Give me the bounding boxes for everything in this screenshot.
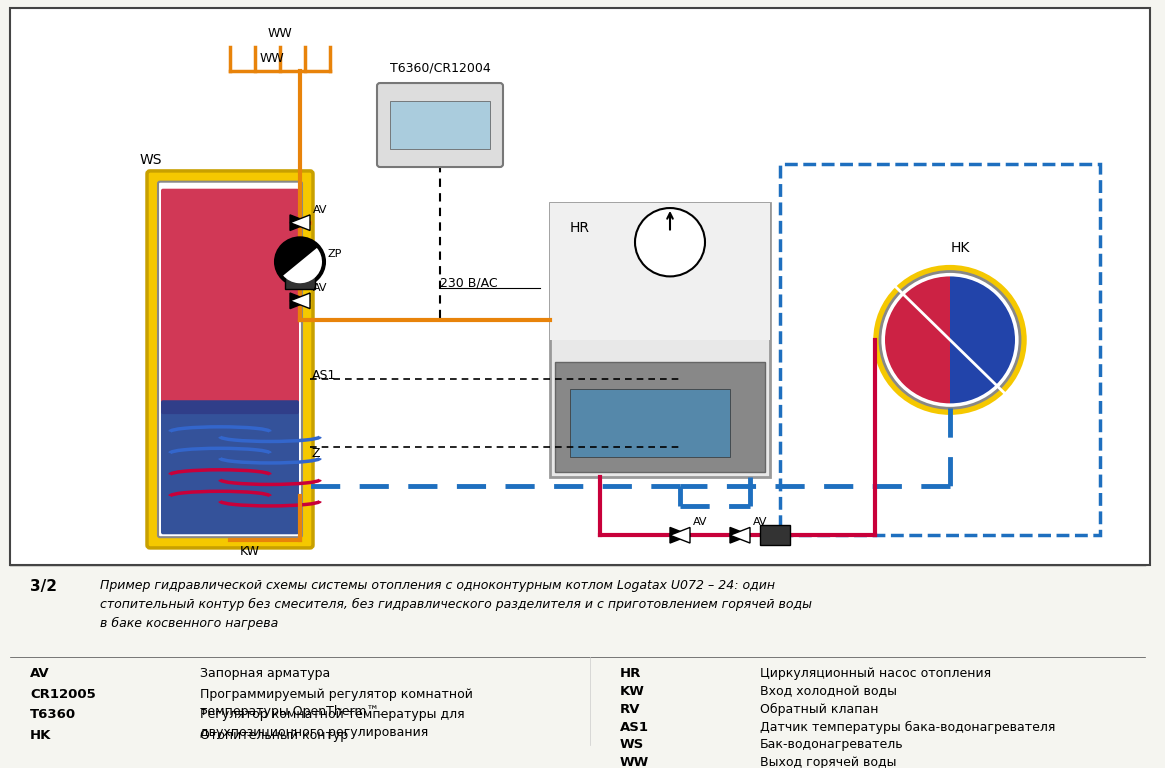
Text: T6360: T6360 [30, 708, 76, 721]
Text: KW: KW [620, 685, 645, 698]
Bar [555, 362, 765, 472]
Text: AV: AV [753, 518, 768, 528]
Text: WW: WW [260, 51, 284, 65]
Text: WW: WW [268, 27, 292, 40]
Text: T6360/CR12004: T6360/CR12004 [389, 61, 490, 74]
Text: Z: Z [312, 447, 320, 460]
Wedge shape [638, 211, 701, 273]
Text: Программируемый регулятор комнатной: Программируемый регулятор комнатной [200, 687, 473, 700]
Text: AS1: AS1 [620, 720, 649, 733]
Bar [781, 164, 1100, 535]
Circle shape [280, 242, 320, 281]
Text: 230 В/AC: 230 В/AC [440, 276, 497, 290]
Polygon shape [670, 528, 690, 543]
FancyBboxPatch shape [147, 171, 313, 548]
Text: Пример гидравлической схемы системы отопления с одноконтурным котлом Logatax U07: Пример гидравлической схемы системы отоп… [100, 579, 812, 631]
Text: KW: KW [240, 545, 260, 558]
Wedge shape [885, 276, 949, 403]
Polygon shape [290, 293, 310, 309]
Polygon shape [670, 528, 690, 543]
Bar [285, 273, 315, 289]
Text: 3/2: 3/2 [30, 579, 57, 594]
Text: HK: HK [951, 241, 969, 255]
FancyBboxPatch shape [161, 400, 299, 535]
Text: Вход холодной воды: Вход холодной воды [760, 685, 897, 698]
Polygon shape [730, 528, 750, 543]
Bar [760, 525, 790, 545]
Text: CR12005: CR12005 [30, 687, 96, 700]
Text: RV: RV [620, 703, 641, 716]
Bar [390, 101, 490, 150]
Circle shape [275, 237, 325, 286]
Text: HR: HR [570, 221, 589, 236]
Wedge shape [283, 248, 322, 283]
Text: Отопительный контур: Отопительный контур [200, 729, 348, 742]
FancyBboxPatch shape [377, 83, 503, 167]
Text: HK: HK [30, 729, 51, 742]
Text: Обратный клапан: Обратный клапан [760, 703, 878, 716]
Text: Циркуляционный насос отопления: Циркуляционный насос отопления [760, 667, 991, 680]
Polygon shape [290, 215, 310, 230]
Polygon shape [290, 293, 310, 309]
Circle shape [880, 272, 1021, 409]
Text: WS: WS [140, 153, 162, 167]
Text: WW: WW [620, 756, 649, 768]
Wedge shape [949, 276, 1015, 403]
Text: AV: AV [313, 205, 327, 215]
Text: Выход горячей воды: Выход горячей воды [760, 756, 897, 768]
Text: WS: WS [620, 739, 644, 751]
Polygon shape [290, 215, 310, 230]
Bar [550, 204, 770, 340]
Bar [570, 389, 730, 457]
Circle shape [875, 266, 1025, 413]
Text: Запорная арматура: Запорная арматура [200, 667, 330, 680]
FancyBboxPatch shape [158, 182, 302, 537]
Text: HR: HR [620, 667, 642, 680]
Text: двухпозиционного регулирования: двухпозиционного регулирования [200, 726, 429, 739]
Text: температуры OpenTherm™.: температуры OpenTherm™. [200, 705, 383, 718]
Circle shape [635, 208, 705, 276]
Bar [10, 8, 1150, 564]
Text: AV: AV [313, 283, 327, 293]
Text: AV: AV [30, 667, 50, 680]
Text: Бак-водонагреватель: Бак-водонагреватель [760, 739, 904, 751]
Polygon shape [730, 528, 750, 543]
Text: AV: AV [693, 518, 707, 528]
FancyBboxPatch shape [550, 204, 770, 477]
Wedge shape [635, 208, 705, 276]
Text: AS1: AS1 [312, 369, 337, 382]
Text: Регулятор комнатной температуры для: Регулятор комнатной температуры для [200, 708, 465, 721]
Text: Датчик температуры бака-водонагревателя: Датчик температуры бака-водонагревателя [760, 720, 1055, 733]
Text: ZP: ZP [329, 249, 343, 259]
FancyBboxPatch shape [161, 189, 299, 414]
